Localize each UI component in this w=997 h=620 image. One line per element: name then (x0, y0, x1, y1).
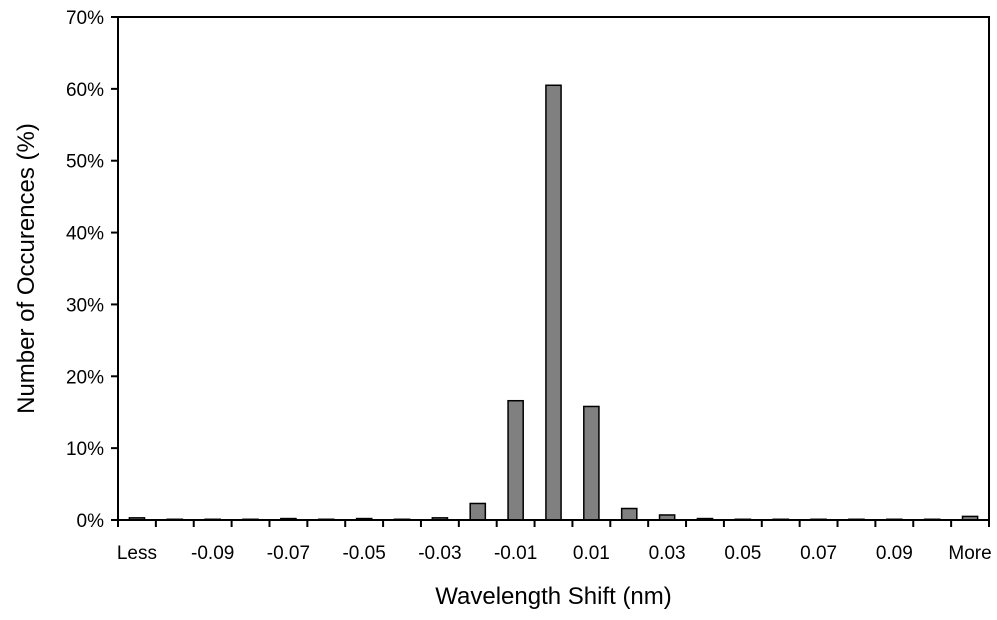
x-tick-label: -0.09 (191, 543, 234, 564)
y-tick-label: 70% (66, 8, 104, 29)
bar (620, 507, 638, 521)
y-tick-label: 10% (66, 439, 104, 460)
y-tick-label: 0% (77, 511, 105, 532)
x-tick-label: More (948, 543, 991, 564)
x-axis-title: Wavelength Shift (nm) (435, 583, 672, 610)
bar (507, 399, 524, 521)
bar (469, 502, 487, 521)
x-tick-label: 0.05 (724, 543, 761, 564)
bar (545, 84, 562, 521)
x-axis-ticks: Less -0.09 -0.07 -0.05 -0.03 -0.01 0.01 0.03 0.0… (117, 520, 992, 564)
y-tick-label: 60% (66, 80, 104, 101)
plot-area-frame (117, 16, 990, 521)
y-tick-label: 30% (66, 295, 104, 316)
y-tick-label: 50% (66, 152, 104, 173)
x-tick-label: 0.03 (649, 543, 686, 564)
x-tick-label: 0.07 (800, 543, 837, 564)
x-tick-label: 0.01 (573, 543, 610, 564)
y-axis-ticks: 0% 10% 20% 30% 40% 50% 60% 70% (66, 8, 118, 532)
bar (583, 405, 600, 521)
bars-group (128, 84, 979, 521)
x-tick-label: -0.03 (418, 543, 461, 564)
y-tick-label: 20% (66, 367, 104, 388)
x-tick-label: Less (117, 543, 157, 564)
y-axis-title: Number of Occurences (%) (13, 123, 40, 414)
x-tick-label: -0.07 (267, 543, 310, 564)
y-tick-label: 40% (66, 224, 104, 245)
x-tick-label: -0.05 (342, 543, 385, 564)
x-tick-label: -0.01 (494, 543, 537, 564)
x-tick-label: 0.09 (876, 543, 913, 564)
